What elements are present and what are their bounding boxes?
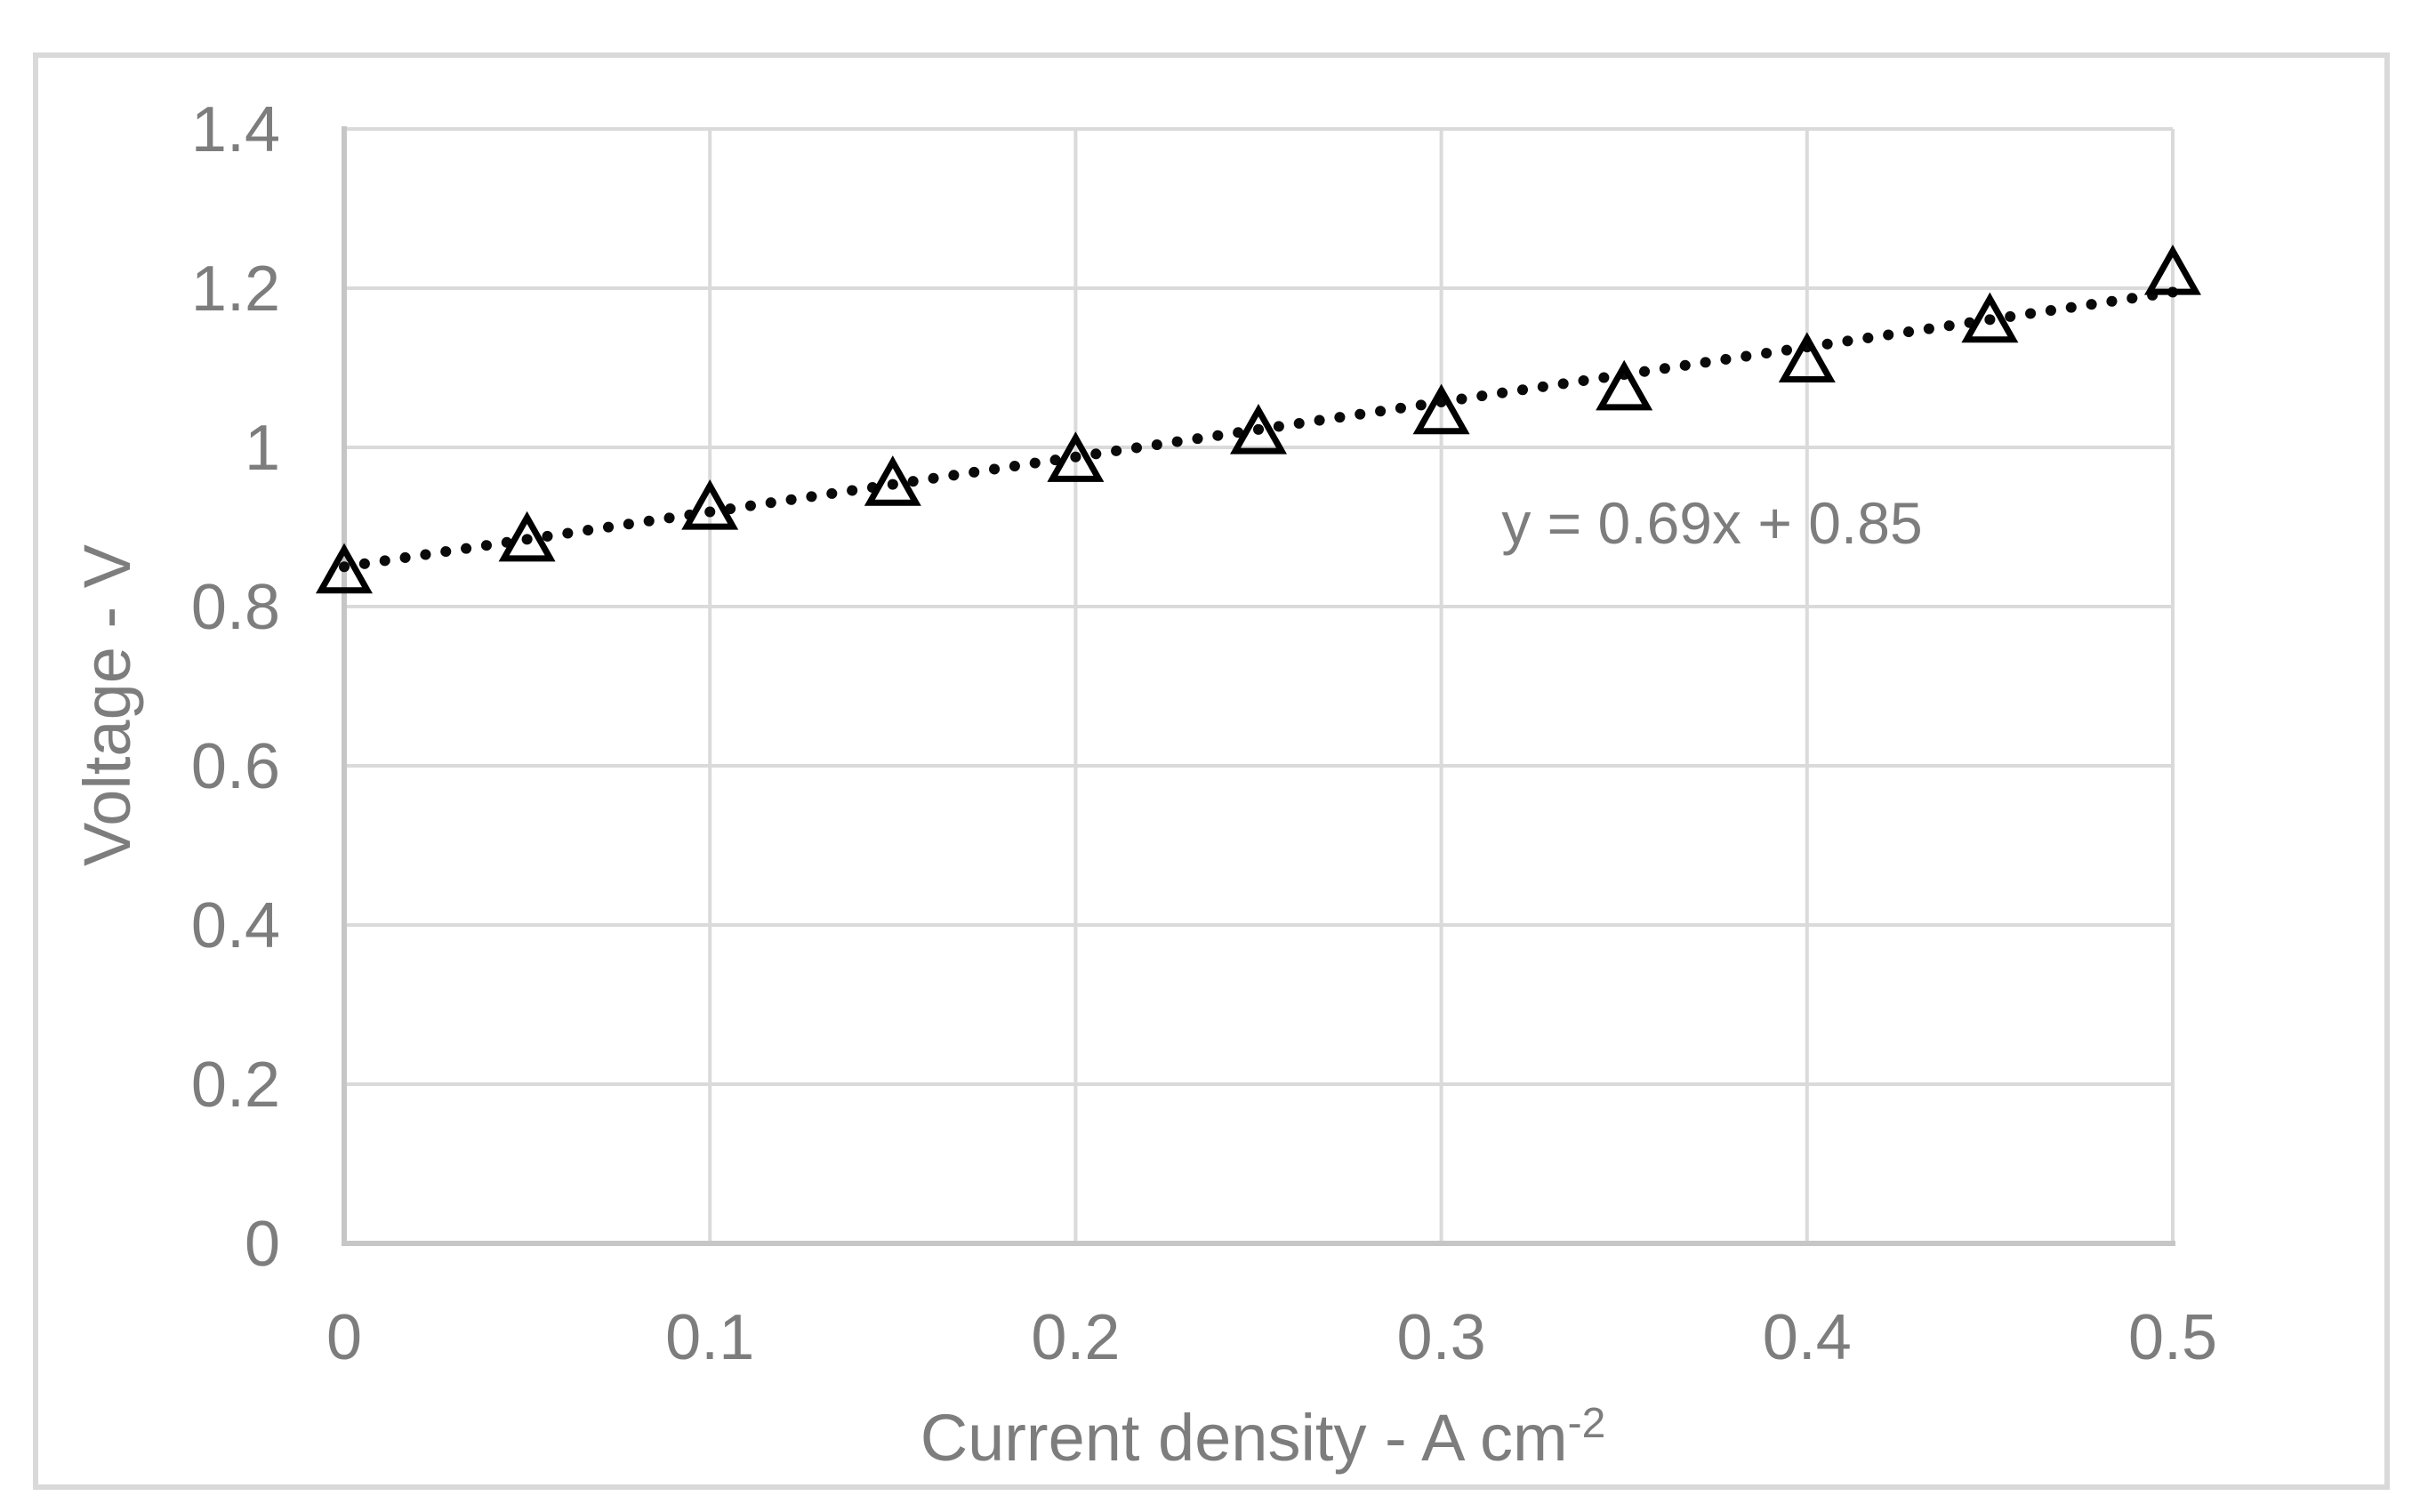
y-tick-label: 0 [245, 1209, 280, 1280]
y-tick-label: 0.8 [191, 572, 280, 643]
y-axis-title: Voltage - V [70, 543, 144, 866]
axis-lines [342, 126, 2175, 1246]
x-axis-tick-labels: 0 0.1 0.2 0.3 0.4 0.5 [326, 1302, 2217, 1373]
x-tick-label: 0.2 [1031, 1302, 1120, 1373]
data-point-marker [1778, 332, 1836, 382]
x-tick-label: 0.3 [1397, 1302, 1486, 1373]
data-point-marker [681, 479, 739, 530]
y-tick-label: 1 [245, 413, 280, 484]
data-point-marker [1961, 292, 2019, 343]
trendline-dotted [339, 286, 2178, 573]
data-point-marker [864, 455, 921, 506]
data-point-marker [316, 543, 373, 594]
y-tick-label: 0.2 [191, 1050, 280, 1121]
y-tick-label: 1.2 [191, 253, 280, 325]
x-tick-label: 0.5 [2128, 1302, 2217, 1373]
y-tick-label: 0.4 [191, 890, 280, 961]
chart-border [33, 52, 2390, 1490]
x-axis-title-main: Current density - A cm [921, 1401, 1568, 1475]
data-point-marker [1230, 403, 1287, 454]
trendline [339, 286, 2178, 573]
y-tick-label: 0.6 [191, 731, 280, 802]
trendline-equation-label: y = 0.69x + 0.85 [1501, 490, 1922, 556]
y-tick-label: 1.4 [191, 94, 280, 165]
x-axis-title: Current density - A cm-2 [921, 1400, 1606, 1475]
data-point-marker [1412, 383, 1470, 435]
x-tick-label: 0 [326, 1302, 362, 1373]
data-point-marker [1596, 359, 1653, 411]
x-axis-title-superscript: -2 [1568, 1400, 1606, 1447]
y-axis-tick-labels: 0 0.2 0.4 0.6 0.8 1 1.2 1.4 [191, 94, 280, 1280]
x-tick-label: 0.1 [665, 1302, 754, 1373]
x-tick-label: 0.4 [1763, 1302, 1852, 1373]
gridlines [344, 127, 2175, 1243]
data-point-marker [2144, 244, 2201, 295]
data-series-markers [316, 244, 2201, 594]
data-point-marker [498, 511, 556, 562]
data-point-marker [1047, 431, 1105, 482]
